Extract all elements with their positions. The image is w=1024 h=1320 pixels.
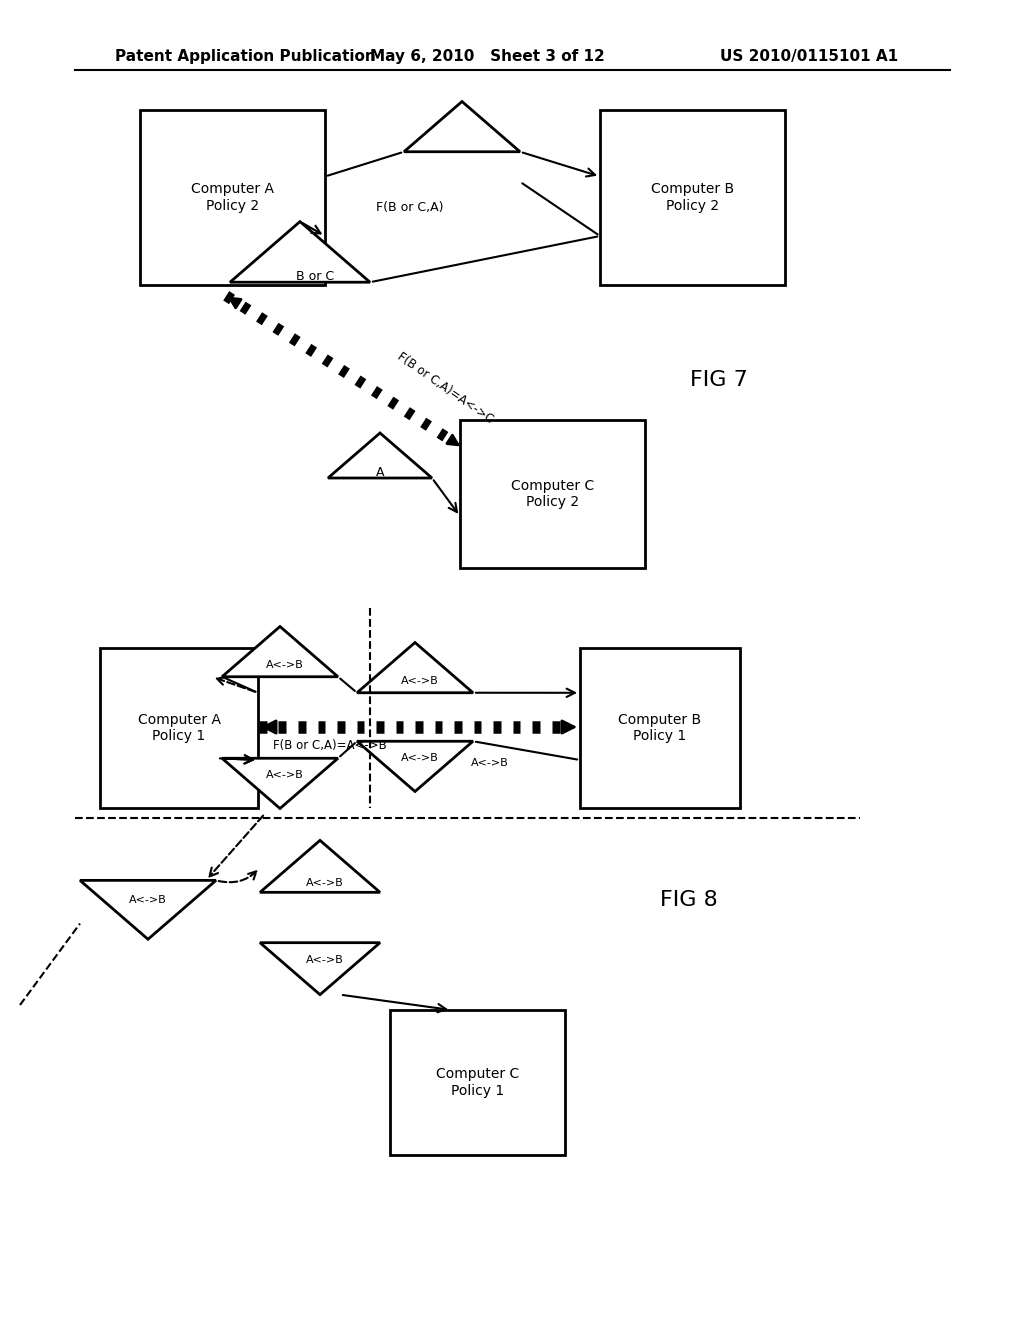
Text: Computer A
Policy 1: Computer A Policy 1	[137, 713, 220, 743]
Text: May 6, 2010   Sheet 3 of 12: May 6, 2010 Sheet 3 of 12	[370, 49, 605, 65]
Text: A<->B: A<->B	[471, 758, 509, 768]
Text: A<->B: A<->B	[266, 770, 304, 780]
Text: A<->B: A<->B	[401, 752, 439, 763]
Text: F(B or C,A)=A<->B: F(B or C,A)=A<->B	[273, 738, 387, 751]
Text: Computer B
Policy 1: Computer B Policy 1	[618, 713, 701, 743]
Bar	[390, 1010, 565, 1155]
Polygon shape	[80, 880, 216, 940]
Polygon shape	[222, 758, 338, 808]
Text: A<->B: A<->B	[306, 954, 344, 965]
Polygon shape	[357, 643, 473, 693]
Text: Computer C
Policy 1: Computer C Policy 1	[436, 1068, 519, 1098]
Text: A: A	[376, 466, 384, 479]
Text: A<->B: A<->B	[266, 660, 304, 671]
Text: US 2010/0115101 A1: US 2010/0115101 A1	[720, 49, 898, 65]
Polygon shape	[357, 742, 473, 792]
Polygon shape	[404, 102, 520, 152]
Text: Computer B
Policy 2: Computer B Policy 2	[651, 182, 734, 213]
Text: A<->B: A<->B	[129, 895, 167, 906]
Polygon shape	[230, 222, 370, 282]
Polygon shape	[260, 942, 380, 995]
Bar	[600, 110, 785, 285]
Bar	[460, 420, 645, 568]
Bar	[100, 648, 258, 808]
Text: A<->B: A<->B	[306, 878, 344, 888]
Bar	[140, 110, 325, 285]
Text: B or C: B or C	[296, 271, 334, 284]
Text: Computer C
Policy 2: Computer C Policy 2	[511, 479, 594, 510]
Text: Computer A
Policy 2: Computer A Policy 2	[191, 182, 274, 213]
Text: F(B or C,A)=A<->C: F(B or C,A)=A<->C	[395, 350, 496, 426]
Text: Patent Application Publication: Patent Application Publication	[115, 49, 376, 65]
Text: F(B or C,A): F(B or C,A)	[376, 202, 443, 214]
Text: FIG 7: FIG 7	[690, 370, 748, 389]
Polygon shape	[328, 433, 432, 478]
Polygon shape	[222, 627, 338, 677]
Polygon shape	[260, 841, 380, 892]
Text: A<->B: A<->B	[401, 676, 439, 686]
Bar	[580, 648, 740, 808]
Text: FIG 8: FIG 8	[660, 890, 718, 909]
